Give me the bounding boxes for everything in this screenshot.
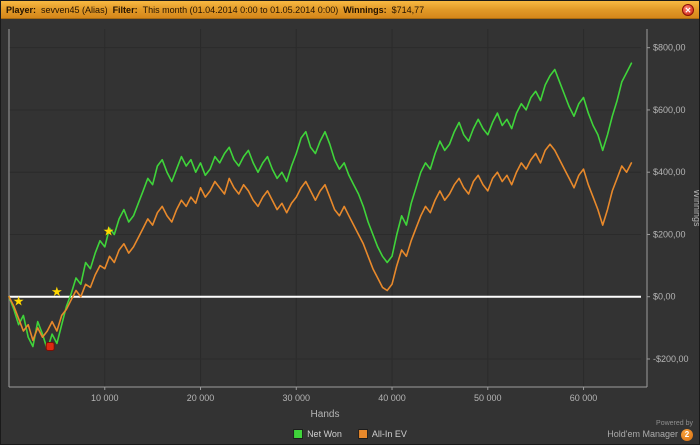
net-won-line	[8, 62, 633, 351]
y-tick-label: -$200,00	[653, 354, 689, 364]
star-marker-icon: ★	[103, 223, 115, 238]
y-tick-label: $0,00	[653, 292, 676, 302]
winnings-label: Winnings:	[343, 4, 387, 15]
x-tick-label: 60 000	[570, 393, 598, 403]
chart-legend: Net Won All-In EV	[293, 429, 407, 439]
y-axis-title: Winnings	[692, 189, 700, 227]
brand-name: Hold'em Manager	[607, 429, 678, 440]
all-in-ev-line	[8, 143, 633, 342]
net-won-swatch-icon	[293, 429, 304, 439]
x-tick-label: 50 000	[474, 393, 502, 403]
x-tick-label: 30 000	[283, 393, 311, 403]
x-tick-label: 10 000	[91, 393, 119, 403]
y-tick-label: $800,00	[653, 43, 686, 53]
player-label: Player:	[6, 4, 37, 15]
close-icon[interactable]: ✕	[682, 3, 694, 16]
all-in-ev-swatch-icon	[357, 429, 368, 439]
x-axis-title: Hands	[311, 409, 340, 420]
player-value: sevven45 (Alias)	[41, 4, 108, 15]
x-tick-label: 20 000	[187, 393, 215, 403]
net-won-label: Net Won	[307, 429, 342, 439]
x-tick-label: 40 000	[378, 393, 406, 403]
legend-item-all-in-ev: All-In EV	[357, 429, 407, 439]
star-marker-icon: ★	[51, 284, 63, 299]
all-in-ev-label: All-In EV	[371, 429, 407, 439]
y-tick-label: $200,00	[653, 229, 686, 239]
star-marker-icon: ★	[13, 293, 25, 308]
y-tick-label: $400,00	[653, 167, 686, 177]
y-tick-label: $600,00	[653, 105, 686, 115]
filter-value: This month (01.04.2014 0:00 to 01.05.201…	[142, 4, 339, 15]
winnings-chart: 10 000 20 000 30 000 40 000 50 000 60 000 -$20…	[8, 29, 700, 420]
filter-label: Filter:	[112, 4, 138, 15]
red-note-marker-icon	[45, 342, 55, 352]
winnings-value: $714,77	[391, 4, 425, 15]
branding: Powered by Hold'em Manager 2	[607, 420, 693, 441]
titlebar[interactable]: Player: sevven45 (Alias) Filter: This mo…	[1, 1, 699, 19]
powered-by-text: Powered by	[656, 420, 693, 428]
legend-item-net-won: Net Won	[293, 429, 342, 439]
hm2-logo-icon: 2	[681, 429, 693, 441]
